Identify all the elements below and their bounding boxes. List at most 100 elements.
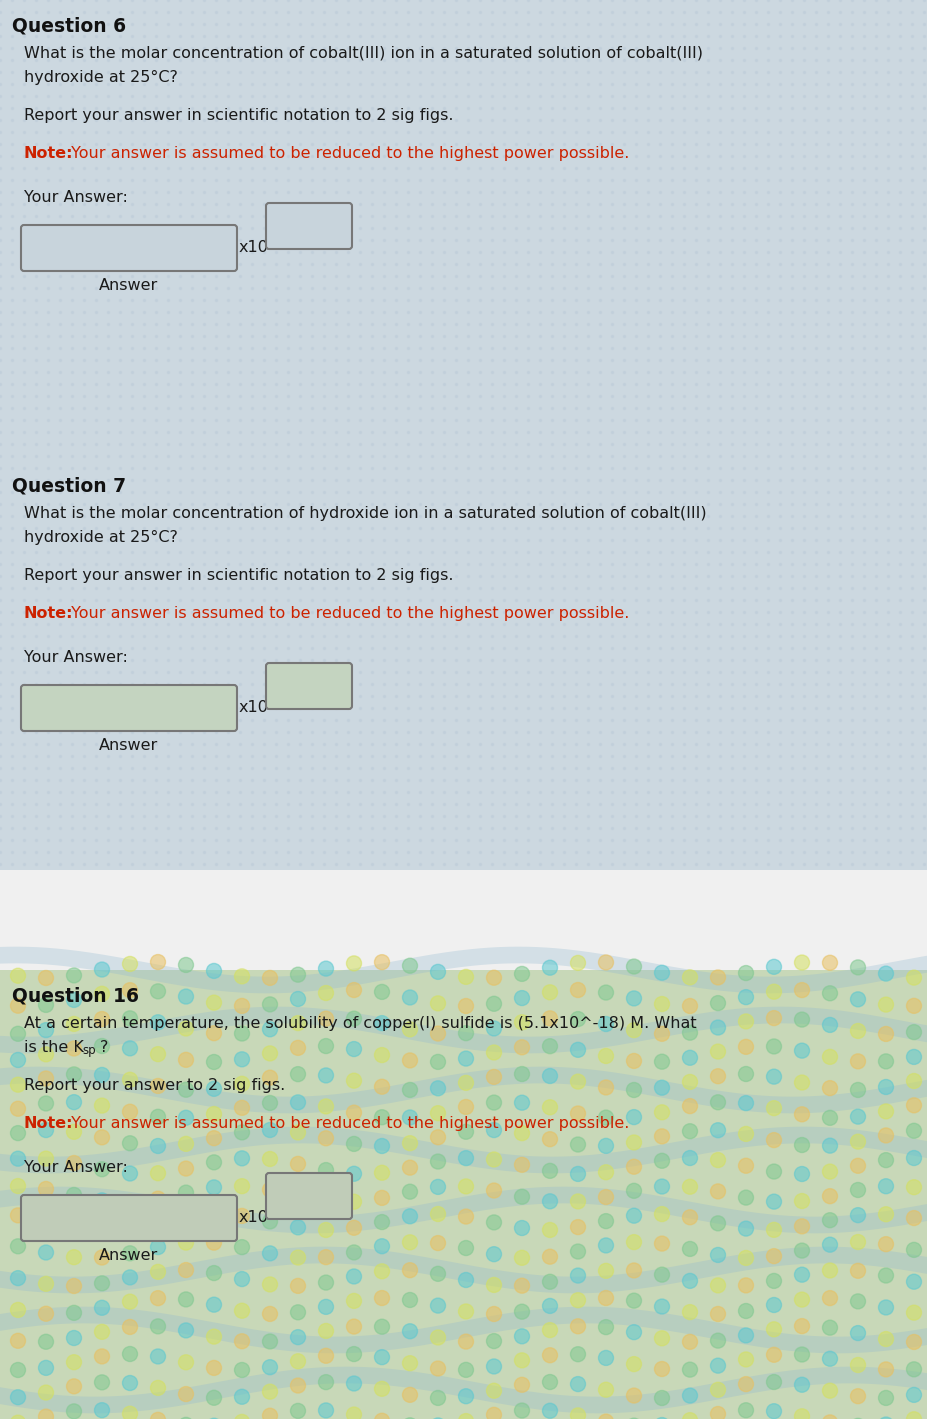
Circle shape [598, 1189, 613, 1205]
Circle shape [178, 1161, 194, 1176]
Circle shape [290, 1067, 305, 1081]
Circle shape [794, 1138, 808, 1152]
Circle shape [906, 1210, 921, 1226]
Circle shape [598, 1016, 613, 1032]
Circle shape [710, 1279, 725, 1293]
Circle shape [38, 971, 54, 986]
Circle shape [738, 1352, 753, 1366]
Circle shape [178, 958, 194, 972]
Circle shape [598, 1165, 613, 1179]
Circle shape [122, 1246, 137, 1261]
Circle shape [821, 955, 836, 971]
Circle shape [430, 1154, 445, 1169]
Circle shape [38, 1151, 54, 1166]
Circle shape [878, 1128, 893, 1142]
Circle shape [794, 1267, 808, 1283]
Circle shape [710, 1044, 725, 1059]
Circle shape [67, 1250, 82, 1264]
Circle shape [794, 1347, 808, 1362]
Text: Report your answer to 2 sig figs.: Report your answer to 2 sig figs. [24, 1078, 285, 1093]
Circle shape [38, 1023, 54, 1037]
Circle shape [235, 1389, 249, 1405]
Circle shape [821, 986, 836, 1000]
Circle shape [906, 1334, 921, 1349]
Circle shape [150, 1138, 165, 1154]
Circle shape [318, 1403, 333, 1418]
Circle shape [207, 1235, 222, 1250]
Circle shape [262, 1359, 277, 1375]
Circle shape [570, 982, 585, 998]
Circle shape [290, 1188, 305, 1203]
Circle shape [458, 1334, 473, 1349]
Circle shape [849, 1325, 865, 1341]
Circle shape [290, 1095, 305, 1110]
Circle shape [626, 1325, 641, 1340]
Text: Note:: Note: [24, 1115, 73, 1131]
Circle shape [318, 1162, 333, 1178]
Circle shape [906, 1243, 921, 1257]
Circle shape [122, 1320, 137, 1334]
Circle shape [598, 1213, 613, 1229]
Circle shape [318, 1223, 333, 1237]
Circle shape [290, 968, 305, 982]
Circle shape [598, 1049, 613, 1063]
Circle shape [710, 996, 725, 1010]
Circle shape [794, 1107, 808, 1122]
Circle shape [542, 1100, 557, 1115]
Circle shape [570, 1074, 585, 1090]
Circle shape [906, 1050, 921, 1064]
Circle shape [346, 1166, 362, 1181]
Circle shape [906, 1388, 921, 1402]
Circle shape [654, 996, 668, 1012]
Circle shape [458, 1076, 473, 1090]
Circle shape [10, 1415, 25, 1419]
Circle shape [570, 1105, 585, 1121]
Text: x10: x10 [239, 240, 269, 255]
Circle shape [681, 1074, 697, 1090]
Circle shape [402, 1110, 417, 1125]
Circle shape [430, 965, 445, 979]
Circle shape [38, 1244, 54, 1260]
Circle shape [514, 1304, 529, 1320]
Bar [0, 971, 927, 1419]
Text: Your answer is assumed to be reduced to the highest power possible.: Your answer is assumed to be reduced to … [66, 606, 629, 622]
Circle shape [38, 1213, 54, 1227]
Circle shape [402, 1324, 417, 1338]
Circle shape [598, 1320, 613, 1335]
Circle shape [794, 1318, 808, 1334]
Circle shape [542, 1164, 557, 1178]
Circle shape [67, 1279, 82, 1294]
Circle shape [486, 1277, 501, 1293]
Circle shape [570, 1244, 585, 1259]
Circle shape [178, 1185, 194, 1200]
Circle shape [122, 1104, 137, 1120]
Circle shape [122, 1166, 137, 1181]
Circle shape [235, 1303, 249, 1318]
Circle shape [150, 1015, 165, 1030]
Circle shape [710, 1307, 725, 1321]
Circle shape [738, 1067, 753, 1081]
Circle shape [486, 1247, 501, 1261]
Circle shape [766, 1101, 781, 1115]
Circle shape [375, 1413, 389, 1419]
Circle shape [207, 1361, 222, 1375]
Circle shape [514, 1189, 529, 1205]
Circle shape [458, 999, 473, 1013]
Circle shape [375, 1165, 389, 1181]
Circle shape [681, 1304, 697, 1320]
Circle shape [738, 1250, 753, 1266]
Circle shape [346, 1376, 362, 1391]
Circle shape [598, 955, 613, 971]
Circle shape [849, 1294, 865, 1308]
Circle shape [95, 986, 109, 1002]
Circle shape [710, 1332, 725, 1348]
Circle shape [178, 1022, 194, 1036]
Circle shape [794, 1293, 808, 1307]
Circle shape [402, 1053, 417, 1069]
Circle shape [821, 1351, 836, 1366]
Circle shape [598, 1415, 613, 1419]
Circle shape [290, 1016, 305, 1030]
Circle shape [122, 1042, 137, 1056]
Circle shape [318, 986, 333, 1000]
Circle shape [402, 1135, 417, 1151]
